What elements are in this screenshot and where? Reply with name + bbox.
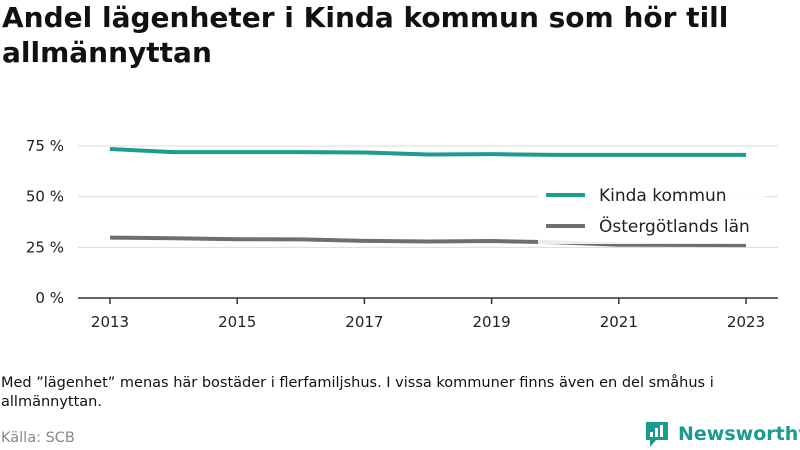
x-tick-label: 2023 — [727, 313, 765, 331]
y-tick-label: 25 % — [26, 238, 64, 256]
series-lines — [109, 147, 747, 248]
y-tick-label: 75 % — [26, 137, 64, 155]
source-label: Källa: SCB — [1, 430, 75, 446]
newsworthy-logo-icon — [646, 422, 668, 447]
line-chart: 0 % 25 % 50 % 75 % 2013 2015 2017 2019 2021 2023… — [26, 137, 778, 331]
brand-logo: Newsworthy — [644, 420, 800, 448]
y-tick-label: 0 % — [35, 289, 64, 307]
brand-name: Newsworthy — [678, 423, 800, 445]
y-axis: 0 % 25 % 50 % 75 % — [26, 137, 64, 307]
series-line — [109, 147, 746, 157]
legend-label: Östergötlands län — [599, 215, 750, 237]
legend-label: Kinda kommun — [599, 186, 727, 206]
legend: Kinda kommun Östergötlands län — [538, 180, 764, 244]
x-tick-label: 2015 — [218, 313, 256, 331]
x-tick-label: 2017 — [345, 313, 383, 331]
chart-title: Andel lägenheter i Kinda kommun som hör … — [2, 1, 729, 69]
y-tick-label: 50 % — [26, 188, 64, 206]
chart-note: Med ”lägenhet” menas här bostäder i fler… — [1, 375, 714, 410]
x-tick-label: 2021 — [600, 313, 638, 331]
legend-background — [538, 180, 764, 244]
x-axis: 2013 2015 2017 2019 2021 2023 — [78, 297, 778, 331]
x-tick-label: 2013 — [91, 313, 129, 331]
x-tick-label: 2019 — [473, 313, 511, 331]
series-line — [109, 235, 747, 248]
